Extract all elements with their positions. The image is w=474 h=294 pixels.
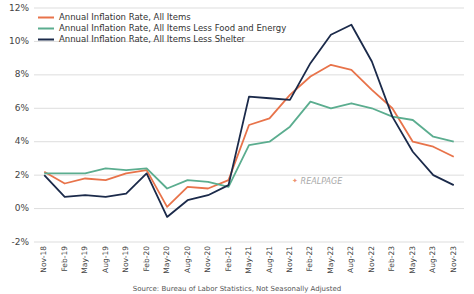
x-tick-label: Nov-21 xyxy=(285,246,294,273)
x-tick-label: Feb-19 xyxy=(60,246,69,272)
plot-area xyxy=(44,25,454,217)
x-tick-label: Feb-21 xyxy=(224,246,233,272)
watermark-icon: ✦ xyxy=(292,177,298,185)
legend-label: Annual Inflation Rate, All Items Less Fo… xyxy=(59,23,286,33)
x-axis: Nov-18 Feb-19 May-19 Aug-19 Nov-19 Feb-20 May-… xyxy=(39,246,458,274)
grid-line xyxy=(34,175,464,176)
grid-line xyxy=(34,242,464,243)
legend-label: Annual Inflation Rate, All Items xyxy=(59,12,191,22)
x-tick-label: Nov-18 xyxy=(39,246,48,273)
grid-line xyxy=(34,208,464,209)
x-tick-label: May-23 xyxy=(408,246,417,274)
x-tick-label: Aug-23 xyxy=(428,246,437,273)
y-tick-label: -2% xyxy=(11,237,29,247)
x-tick-label: Aug-20 xyxy=(183,246,192,273)
y-tick-label: 8% xyxy=(15,69,30,79)
x-tick-label: Feb-20 xyxy=(142,246,151,272)
y-axis: -2% 0% 2% 4% 6% 8% 10% 12% xyxy=(9,3,464,247)
legend-swatch xyxy=(38,17,54,19)
y-tick-label: 0% xyxy=(15,203,30,213)
legend-swatch xyxy=(38,28,54,30)
x-tick-label: Aug-19 xyxy=(101,246,110,273)
x-tick-label: Nov-19 xyxy=(121,246,130,273)
y-tick-label: 12% xyxy=(9,3,29,13)
legend-label: Annual Inflation Rate, All Items Less Sh… xyxy=(59,34,246,44)
x-tick-label: Aug-21 xyxy=(265,246,274,273)
grid-line xyxy=(34,108,464,109)
chart: -2% 0% 2% 4% 6% 8% 10% 12% Nov-18 Feb-19 May-19 Aug… xyxy=(0,0,474,294)
y-tick-label: 2% xyxy=(15,170,30,180)
x-tick-label: Aug-22 xyxy=(346,246,355,273)
grid-line xyxy=(34,141,464,142)
x-tick-label: May-21 xyxy=(244,246,253,274)
background xyxy=(0,0,474,294)
grid-line xyxy=(34,8,464,9)
x-tick-label: Feb-22 xyxy=(305,246,314,272)
x-tick-label: May-22 xyxy=(326,246,335,274)
series-line xyxy=(44,65,454,207)
y-tick-label: 4% xyxy=(15,136,30,146)
x-tick-label: May-19 xyxy=(80,246,89,274)
x-tick-label: Feb-23 xyxy=(387,246,396,272)
y-tick-label: 6% xyxy=(15,103,30,113)
x-tick-label: Nov-22 xyxy=(367,246,376,273)
y-tick-label: 10% xyxy=(9,36,29,46)
watermark: REALPAGE xyxy=(301,177,344,186)
source-note: Source: Bureau of Labor Statistics, Not … xyxy=(133,285,341,293)
x-tick-label: May-20 xyxy=(162,246,171,274)
x-tick-label: Nov-20 xyxy=(203,246,212,273)
series-line xyxy=(44,25,454,217)
grid-line xyxy=(34,74,464,75)
x-tick-label: Nov-23 xyxy=(449,246,458,273)
legend: Annual Inflation Rate, All ItemsAnnual I… xyxy=(38,12,286,44)
legend-swatch xyxy=(38,39,54,41)
